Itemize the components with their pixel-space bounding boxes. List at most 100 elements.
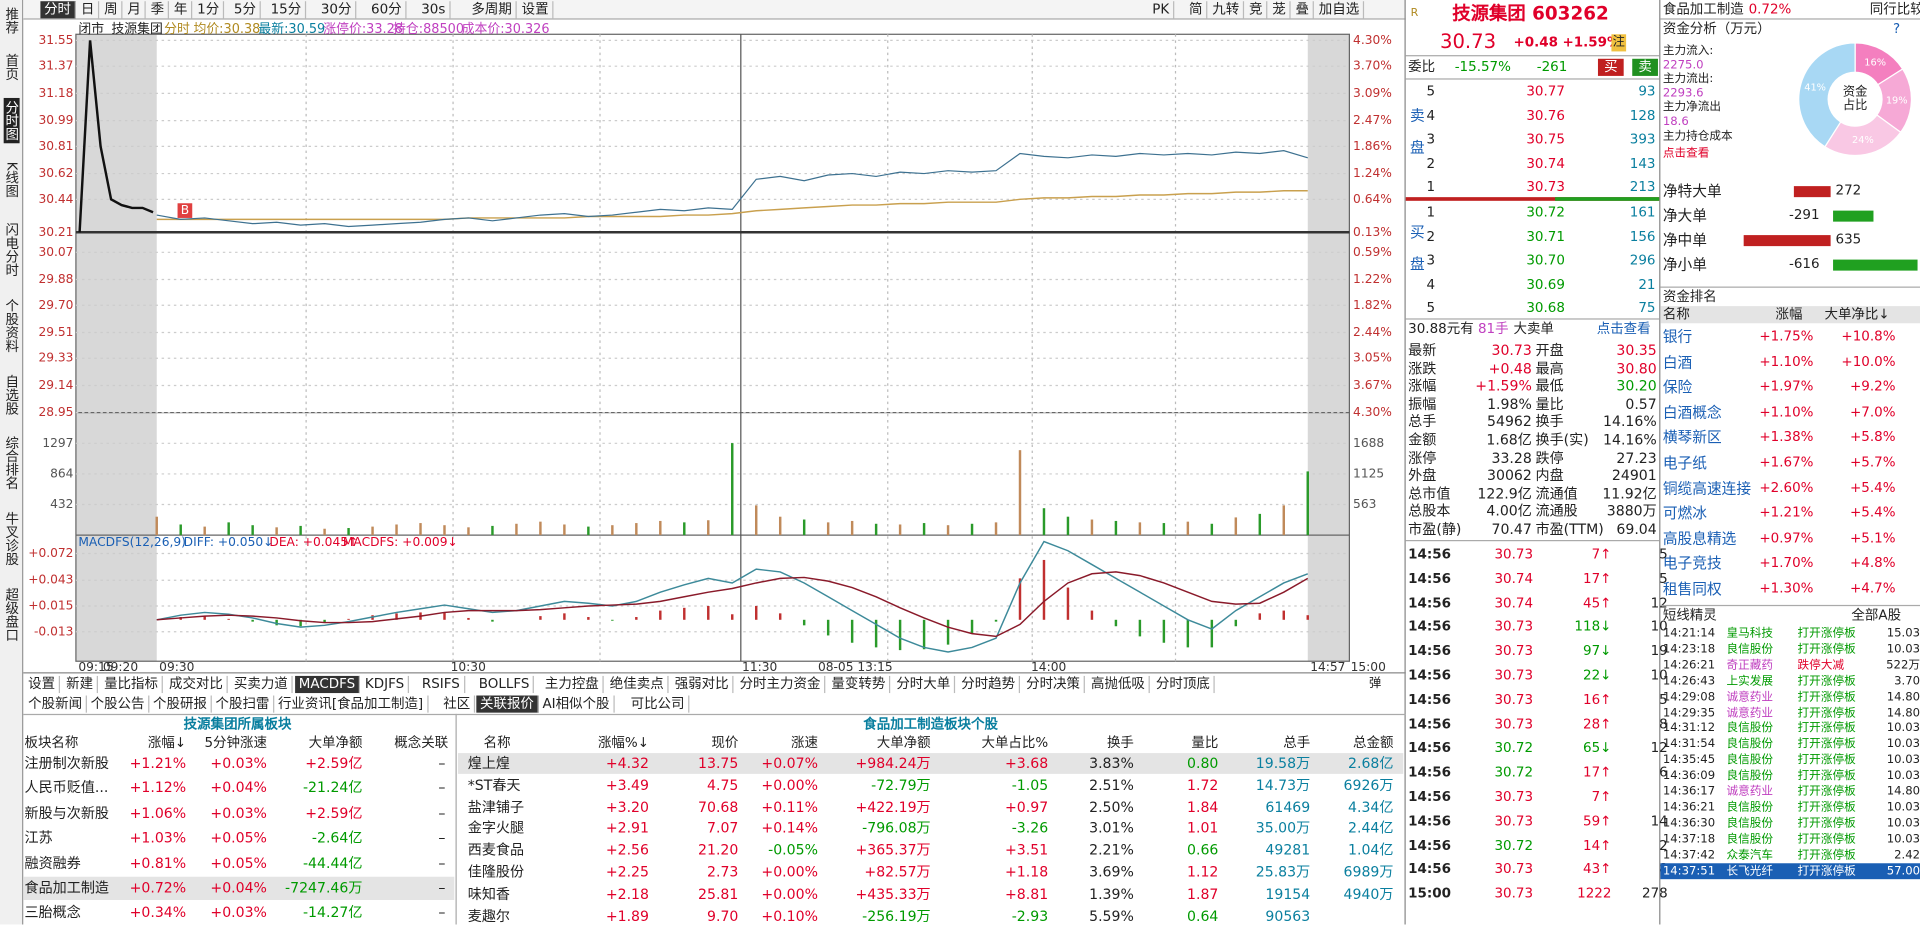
compare-link[interactable]: 同行比较 [1869,1,1920,18]
sector-ratio: +10.0% [1841,353,1896,370]
sidebar-item[interactable]: 综合排名 [3,435,20,490]
pct-label: 1.86% [1353,139,1392,153]
sidebar-item[interactable]: K线图 [3,161,20,198]
indicator-tab[interactable]: BOLLFS [475,675,535,694]
alert-time: 14:36:21 [1662,800,1716,815]
info-tab[interactable]: 个股公告 [87,695,150,713]
tick-time: 14:56 [1408,546,1452,563]
cell: +422.19万 [855,797,931,816]
sidebar-item[interactable]: 闪电分时 [3,222,20,277]
sidebar-item[interactable]: 个股资料 [3,298,20,353]
indicator-tab[interactable]: RSIFS [418,675,465,694]
period-tab[interactable]: 日 [77,1,100,19]
alert-value: 10.03 [1886,769,1920,783]
volume-bar [1138,522,1142,536]
indicator-tab[interactable]: 分时决策 [1022,675,1085,694]
indicator-tab[interactable]: MACDFS [295,675,361,694]
indicator-tab[interactable]: 新建 [62,675,98,694]
link[interactable]: 点击查看 [1596,320,1651,337]
cell: – [438,754,446,772]
tool-button[interactable]: 简 [1185,1,1208,19]
indicator-tab[interactable]: 买卖力道 [230,675,293,694]
indicator-tab[interactable]: KDJFS [361,675,410,694]
tick-price: 30.74 [1494,594,1534,611]
period-tab[interactable]: 15分 [267,1,307,19]
indicator-tab[interactable]: 设置 [24,675,60,694]
intraday-chart: 31.55 4.30% 31.37 3.70% 31.18 3.09% 30.99 2.47%… [28,33,1392,674]
sector-ratio: +5.1% [1849,529,1896,546]
info-tab[interactable]: 行业资讯[食品加工制造] [274,695,429,713]
stock-name: 技源集团 603262 [1452,2,1609,25]
sell-button[interactable]: 卖 [1632,58,1658,76]
info-tab[interactable]: AI相似个股 [539,695,615,713]
stat-value: 14.16% [1603,431,1657,449]
info-tab[interactable]: 关联报价 [476,695,539,713]
tool-button[interactable]: 加自选 [1315,1,1365,19]
pct-label: 3.09% [1353,86,1392,100]
volume-bar [1306,471,1309,536]
stat-label: 市盈(TTM) [1535,520,1604,538]
period-tab[interactable]: 设置 [518,1,554,19]
period-tab[interactable]: 多周期 [468,1,517,19]
info-tab[interactable]: 个股扫雷 [212,695,275,713]
period-tab[interactable]: 周 [100,1,123,19]
tick-count: 19 [1650,643,1668,660]
price-line [156,150,1308,228]
y-tick-label: -0.013 [34,624,73,638]
indicator-tab[interactable]: 高抛低吸 [1087,675,1150,694]
indicator-tab[interactable]: 分时趋势 [958,675,1020,694]
indicator-tab[interactable]: 强弱对比 [671,675,734,694]
tool-button[interactable]: PK [1149,1,1175,19]
period-tab[interactable]: 30分 [317,1,357,19]
period-tab[interactable]: 30s [418,1,451,19]
tool-button[interactable]: 叠 [1292,1,1314,19]
indicator-tab[interactable]: 绝佳卖点 [606,675,669,694]
alert-event: 打开涨停板 [1797,753,1856,767]
book-volume: 213 [1629,178,1656,195]
volume-bar [155,516,158,536]
cell: 三胎概念 [24,904,81,922]
indicator-tab[interactable]: 量变转势 [828,675,891,694]
pct-label: 0.59% [1353,245,1392,259]
info-tab[interactable]: 个股研报 [149,695,212,713]
indicator-tab[interactable]: 成交对比 [165,675,228,694]
sidebar-item[interactable]: 牛叉诊股 [3,511,20,566]
period-tab[interactable]: 5分 [230,1,261,19]
link[interactable]: 点击查看 [1662,146,1710,161]
sidebar-item[interactable]: 超级盘口 [3,587,20,642]
period-tab[interactable]: 60分 [367,1,407,19]
indicator-tab[interactable]: 分时顶底 [1152,675,1215,694]
book-price: 30.69 [1526,276,1565,293]
alert-time: 14:26:21 [1662,658,1716,672]
period-tab[interactable]: 季 [147,1,169,19]
indicator-tab[interactable]: 量比指标 [100,675,163,694]
info-tab[interactable]: 可比公司 [627,695,690,713]
sidebar-item[interactable]: 推荐 [3,7,20,35]
alert-event: 打开涨停板 [1797,800,1856,815]
period-tab[interactable]: 月 [124,1,146,19]
sidebar-item[interactable]: 首页 [3,53,20,81]
tool-button[interactable]: 竞 [1245,1,1268,19]
volume-bar [755,505,758,536]
indicator-tab[interactable]: 主力控盘 [541,675,604,694]
tool-button[interactable]: 九转 [1209,1,1245,19]
indicator-tab[interactable]: 分时大单 [893,675,956,694]
indicator-tab[interactable]: 分时主力资金 [736,675,826,694]
info-tab[interactable]: 个股新闻 [24,695,87,713]
fund-title: 资金分析（万元） [1662,20,1771,37]
tick-price: 30.72 [1494,740,1534,756]
tool-button[interactable]: 茏 [1269,1,1291,19]
cell: +3.51 [1005,841,1049,859]
period-tab[interactable]: 年 [170,1,193,19]
alert-time: 14:36:30 [1662,816,1716,830]
ratio-label: 委比 [1408,58,1436,75]
info-tab[interactable]: 社区 [440,695,476,713]
cell: 人民币贬值... [24,779,109,797]
sector-pct: +1.97% [1759,378,1814,395]
sidebar-item[interactable]: 自选股 [3,374,20,416]
sidebar-item[interactable]: 分时图 [3,97,20,144]
stat-label: 总股本 [1408,502,1451,520]
period-tab[interactable]: 1分 [193,1,225,19]
period-tab[interactable]: 分时 [40,1,76,19]
buy-button[interactable]: 买 [1597,58,1624,76]
